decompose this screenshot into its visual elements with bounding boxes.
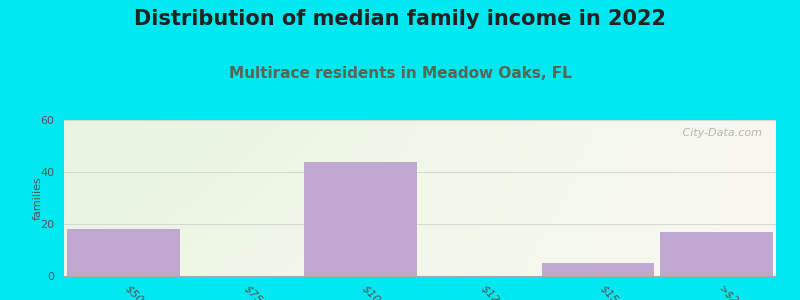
- Bar: [660, 232, 773, 276]
- Text: Multirace residents in Meadow Oaks, FL: Multirace residents in Meadow Oaks, FL: [229, 66, 571, 81]
- Bar: [67, 229, 180, 276]
- Text: City-Data.com: City-Data.com: [672, 128, 762, 138]
- Y-axis label: families: families: [32, 176, 42, 220]
- Bar: [542, 263, 654, 276]
- Bar: [304, 162, 417, 276]
- Text: Distribution of median family income in 2022: Distribution of median family income in …: [134, 9, 666, 29]
